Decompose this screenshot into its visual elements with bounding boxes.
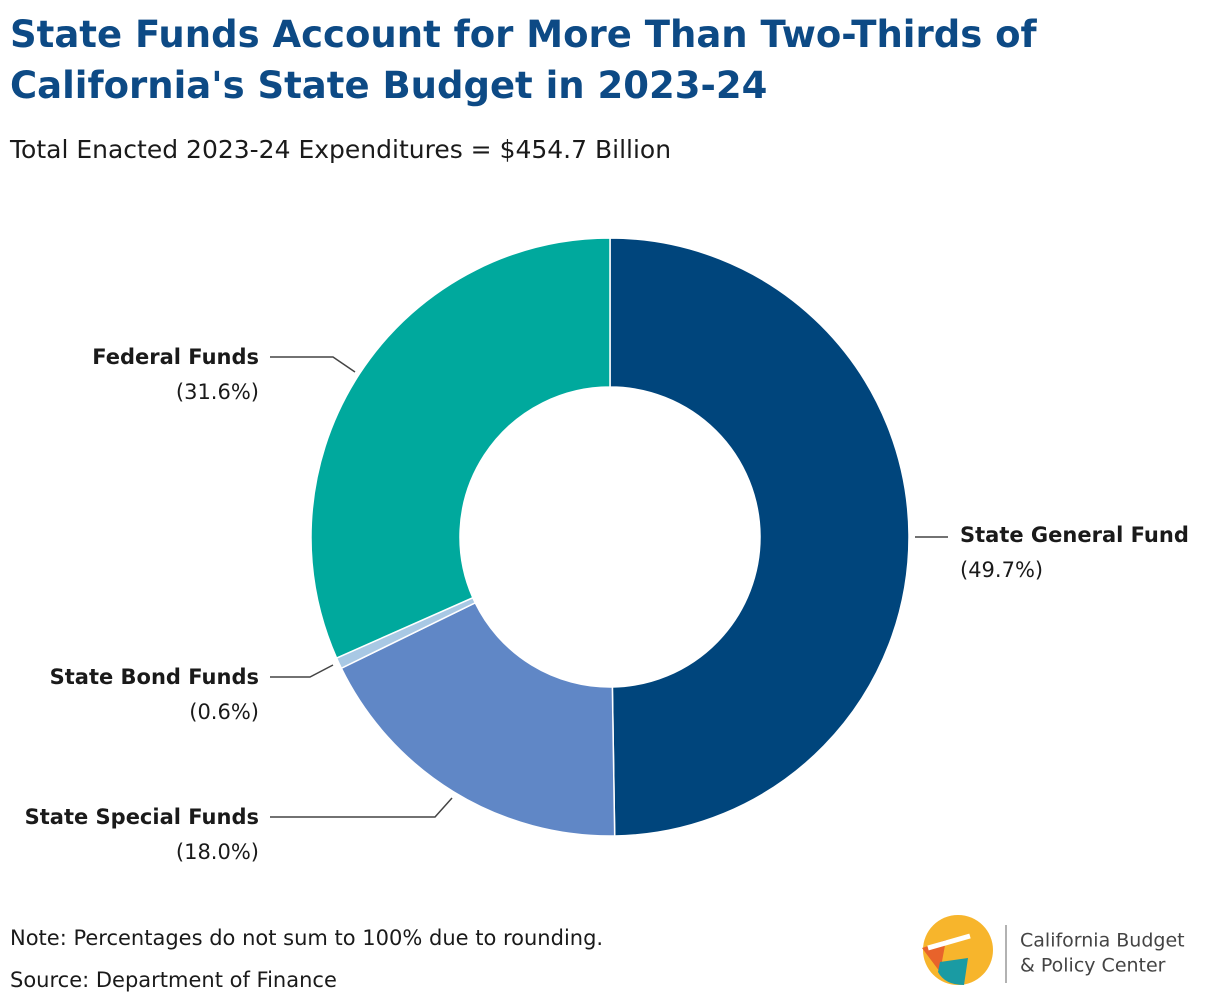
value-label: (0.6%) <box>189 700 259 724</box>
value-label: (31.6%) <box>176 380 259 404</box>
slice-label: Federal Funds <box>92 345 259 369</box>
chart-subtitle: Total Enacted 2023-24 Expenditures = $45… <box>9 135 671 164</box>
source: Source: Department of Finance <box>10 968 337 992</box>
donut-slice <box>310 237 611 660</box>
logo-text: & Policy Center <box>1020 955 1166 977</box>
value-label: (49.7%) <box>960 558 1043 582</box>
chart-title: State Funds Account for More Than Two-Th… <box>10 13 1038 107</box>
leader-line <box>270 664 334 678</box>
note: Note: Percentages do not sum to 100% due… <box>10 926 603 950</box>
value-label: (18.0%) <box>176 840 259 864</box>
slice-label: State Bond Funds <box>50 665 259 689</box>
leader-line <box>270 356 356 373</box>
slice-label: State Special Funds <box>25 805 259 829</box>
donut-slice <box>609 237 910 837</box>
leader-line <box>270 797 453 818</box>
donut-slice <box>340 601 616 837</box>
logo-icon <box>922 915 1007 985</box>
logo-text: California Budget <box>1020 930 1185 952</box>
slice-label: State General Fund <box>960 523 1189 547</box>
